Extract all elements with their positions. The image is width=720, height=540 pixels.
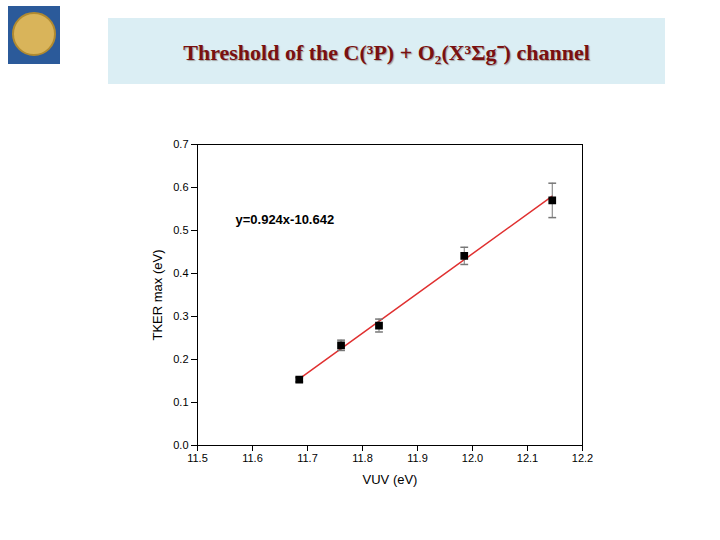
svg-text:0.3: 0.3	[173, 310, 188, 322]
svg-text:y=0.924x-10.642: y=0.924x-10.642	[236, 212, 335, 227]
svg-text:0.6: 0.6	[173, 181, 188, 193]
svg-text:12.0: 12.0	[462, 452, 483, 464]
svg-text:0.4: 0.4	[173, 267, 188, 279]
svg-text:0.2: 0.2	[173, 353, 188, 365]
svg-text:0.1: 0.1	[173, 396, 188, 408]
svg-text:12.2: 12.2	[572, 452, 593, 464]
svg-text:12.1: 12.1	[517, 452, 538, 464]
svg-text:0.7: 0.7	[173, 138, 188, 150]
svg-text:11.7: 11.7	[297, 452, 318, 464]
svg-text:TKER max (eV): TKER max (eV)	[150, 249, 165, 340]
svg-text:VUV (eV): VUV (eV)	[363, 472, 418, 487]
svg-text:0.5: 0.5	[173, 224, 188, 236]
html-text:Threshold of the C(³P) + O₂(X³: Threshold of the C(³P) + O₂(X³Σg⁻) chann…	[183, 40, 590, 65]
svg-text:11.8: 11.8	[352, 452, 373, 464]
svg-text:11.9: 11.9	[407, 452, 428, 464]
svg-text:11.6: 11.6	[242, 452, 263, 464]
svg-text:11.5: 11.5	[187, 452, 208, 464]
svg-text:0.0: 0.0	[173, 439, 188, 451]
